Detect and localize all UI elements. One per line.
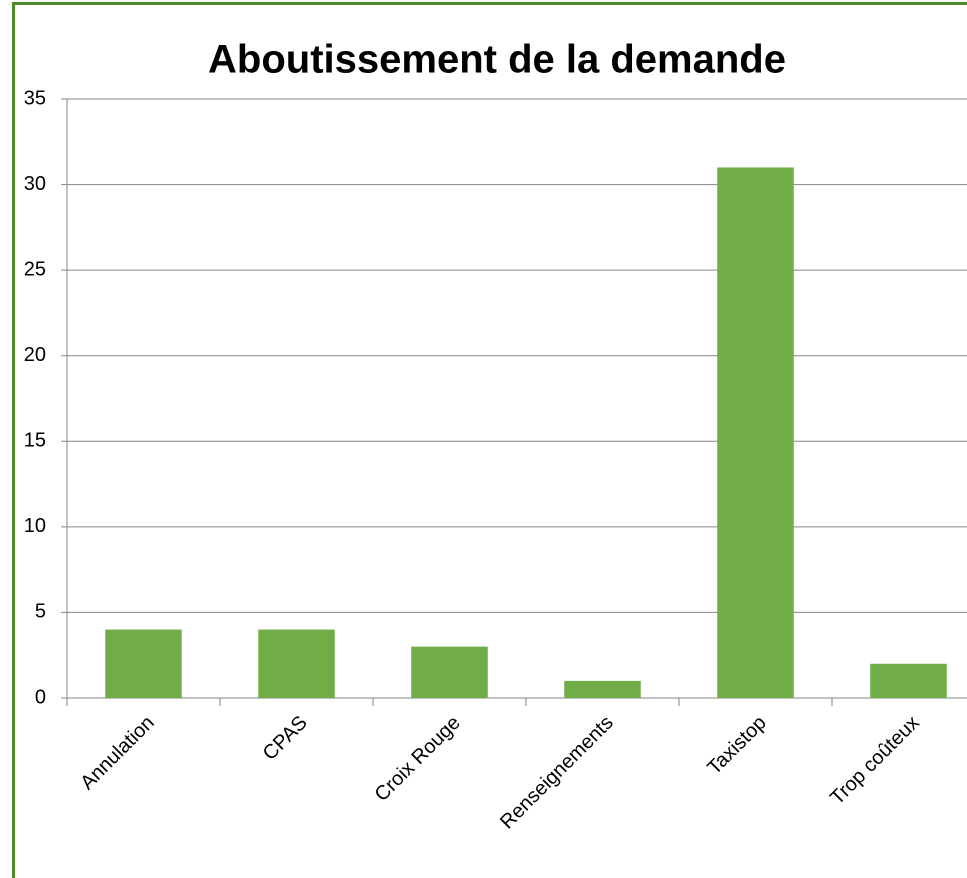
y-tick-label: 20	[24, 344, 46, 366]
y-tick-label: 25	[24, 258, 46, 280]
y-tick-label: 5	[35, 601, 46, 623]
bar	[564, 680, 641, 698]
x-tick-label: Annulation	[76, 712, 158, 794]
x-tick-label: Renseignements	[496, 712, 618, 834]
y-tick-label: 10	[24, 515, 46, 537]
bar	[717, 167, 794, 698]
chart-frame	[12, 2, 967, 878]
bar	[870, 663, 947, 698]
y-tick-label: 15	[24, 430, 46, 452]
y-tick-label: 35	[24, 87, 46, 109]
x-tick-label: Taxistop	[703, 712, 770, 779]
bar	[105, 629, 182, 698]
y-tick-label: 30	[24, 173, 46, 195]
y-tick-label: 0	[35, 686, 46, 708]
x-tick-label: Trop coûteux	[826, 712, 924, 810]
bar	[411, 646, 488, 698]
x-tick-label: Croix Rouge	[371, 712, 465, 806]
chart-title: Aboutissement de la demande	[208, 38, 786, 82]
x-tick-label: CPAS	[259, 712, 312, 765]
bar	[258, 629, 335, 698]
